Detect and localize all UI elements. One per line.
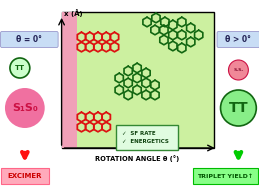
FancyBboxPatch shape (1, 168, 49, 184)
FancyBboxPatch shape (1, 32, 58, 47)
Text: ✓  SF RATE: ✓ SF RATE (122, 131, 156, 136)
Circle shape (10, 58, 30, 78)
Circle shape (228, 60, 248, 80)
Text: S₁S₀: S₁S₀ (12, 103, 38, 113)
Text: θ = 0°: θ = 0° (16, 35, 42, 44)
Text: S₁S₀: S₁S₀ (233, 68, 244, 72)
Text: TT: TT (15, 65, 25, 71)
Circle shape (5, 88, 45, 128)
Text: ✓  ENERGETICS: ✓ ENERGETICS (122, 139, 169, 144)
FancyBboxPatch shape (62, 12, 213, 148)
Text: TRIPLET YIELD↑: TRIPLET YIELD↑ (198, 174, 254, 178)
Circle shape (221, 90, 256, 126)
Text: TT: TT (229, 101, 248, 115)
FancyBboxPatch shape (116, 125, 178, 149)
FancyBboxPatch shape (193, 168, 258, 184)
FancyBboxPatch shape (217, 32, 260, 47)
FancyBboxPatch shape (62, 12, 78, 148)
Text: ROTATION ANGLE θ (°): ROTATION ANGLE θ (°) (96, 155, 180, 162)
Text: θ > 0°: θ > 0° (226, 35, 251, 44)
Text: EXCIMER: EXCIMER (8, 173, 42, 179)
Text: x (Å): x (Å) (64, 9, 82, 17)
